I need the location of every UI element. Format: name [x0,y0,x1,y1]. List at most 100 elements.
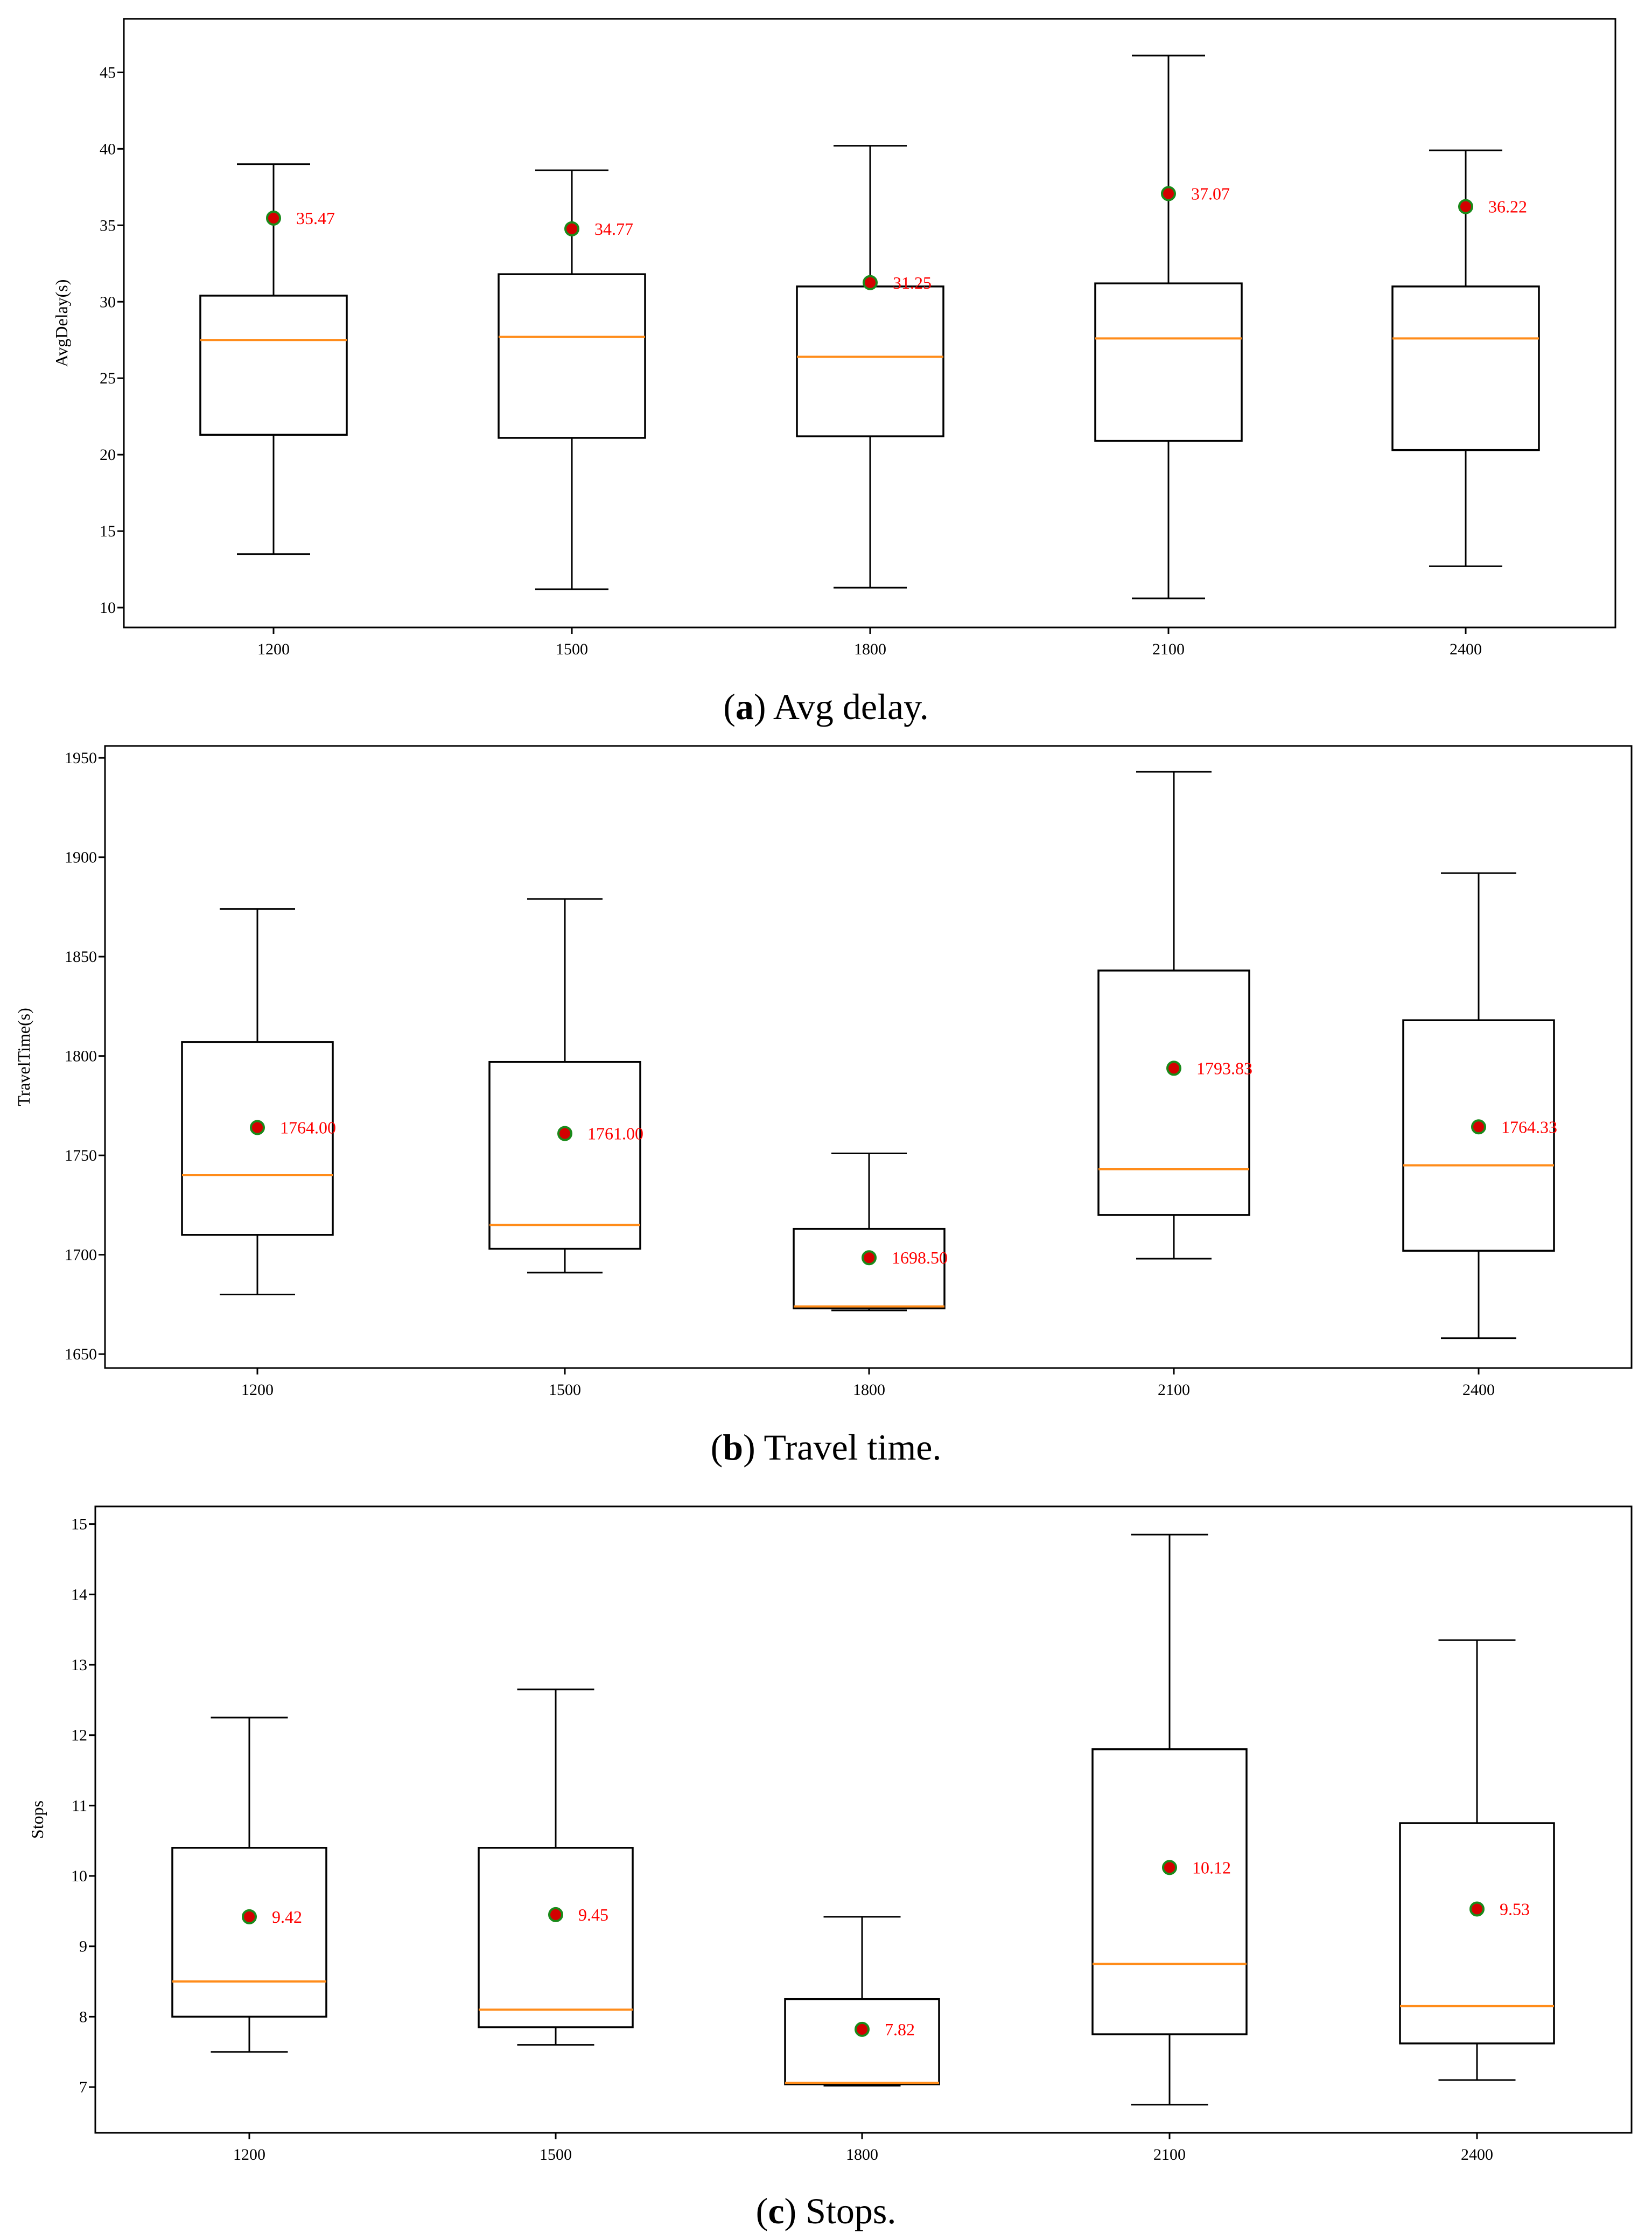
caption-open-paren: ( [711,1427,723,1468]
y-tick-label: 7 [79,2078,87,2096]
y-tick-label: 30 [100,293,116,311]
mean-marker [266,210,281,226]
y-tick-label: 1700 [65,1246,97,1264]
x-tick-label: 2100 [1152,640,1185,658]
iqr-box [1091,1748,1248,2035]
iqr-box [171,1847,327,2018]
caption-text: Travel time. [764,1427,942,1468]
mean-label: 7.82 [885,2020,915,2039]
iqr-box [784,1998,940,2085]
y-tick-label: 20 [100,446,116,464]
x-tick-label: 2400 [1461,2146,1493,2164]
mean-marker [1161,186,1176,201]
caption-close-paren: ) [743,1427,764,1468]
box-2400: 36.22 [1391,149,1540,567]
x-tick-label: 1800 [846,2146,878,2164]
y-tick-label: 9 [79,1938,87,1956]
mean-label: 1764.00 [280,1118,336,1137]
box-2400: 9.53 [1399,1639,1555,2081]
box-1200: 9.42 [171,1716,327,2053]
mean-marker [548,1907,563,1922]
mean-label: 34.77 [594,219,633,239]
mean-label: 1698.50 [892,1248,948,1267]
y-axis-label: Stops [27,1801,47,1839]
x-tick-label: 2400 [1462,1381,1495,1399]
caption-letter: c [768,2190,784,2231]
y-tick-label: 1650 [65,1345,97,1363]
mean-marker [564,221,579,236]
x-tick-label: 1200 [257,640,290,658]
iqr-box [1391,285,1540,451]
box-1800: 31.25 [796,145,944,589]
figure-caption: (a) Avg delay. [723,686,928,727]
y-tick-label: 1850 [65,948,97,966]
box-1200: 1764.00 [181,908,336,1295]
box-1800: 7.82 [784,1916,940,2087]
y-tick-label: 8 [79,2008,87,2026]
mean-label: 1764.33 [1501,1117,1557,1136]
y-tick-label: 1900 [65,849,97,867]
y-tick-label: 12 [71,1727,87,1744]
x-tick-label: 2400 [1450,640,1482,658]
mean-label: 1761.00 [587,1124,643,1143]
iqr-box [1097,969,1250,1216]
box-2100: 1793.83 [1097,771,1252,1260]
y-tick-label: 10 [71,1867,87,1885]
iqr-box [793,1227,946,1310]
y-tick-label: 1950 [65,749,97,767]
iqr-box [478,1847,634,2028]
figure-caption: (c) Stops. [756,2190,897,2231]
iqr-box [199,295,348,436]
y-tick-label: 25 [100,369,116,387]
x-tick-label: 2100 [1153,2146,1186,2164]
mean-label: 31.25 [893,273,932,292]
iqr-box [498,273,646,439]
box-1500: 9.45 [478,1688,634,2046]
mean-marker [250,1120,265,1135]
y-tick-label: 1800 [65,1048,97,1065]
mean-label: 10.12 [1192,1858,1231,1877]
y-tick-label: 11 [72,1797,87,1815]
caption-text: Stops. [806,2190,896,2231]
mean-marker [1458,199,1473,214]
y-tick-label: 13 [71,1656,87,1674]
x-tick-label: 1500 [549,1381,581,1399]
chart-panel-c: 7 8 9 10 11 12 13 14 15 Stops 1200 1500 1800 2100 2400… [27,1505,1633,2231]
y-axis-label: AvgDelay(s) [52,280,71,367]
box-1200: 35.47 [199,163,348,555]
x-tick-label: 1200 [241,1381,274,1399]
mean-marker [1469,1901,1485,1917]
y-tick-label: 10 [100,599,116,617]
y-axis-label: TravelTime(s) [14,1008,33,1106]
y-tick-label: 15 [71,1516,87,1533]
box-1500: 1761.00 [488,898,643,1274]
x-tick-label: 1500 [540,2146,572,2164]
mean-marker [557,1126,572,1141]
figure-caption: (b) Travel time. [711,1427,942,1468]
mean-marker [242,1909,257,1924]
mean-label: 35.47 [296,208,335,228]
plot-frame [94,1505,1633,2134]
chart-panel-a: 10 15 20 25 30 35 40 45 AvgDelay(s) 1200 1500 1800 2… [52,18,1616,727]
mean-marker [1166,1060,1181,1076]
y-tick-label: 1750 [65,1147,97,1164]
y-tick-label: 35 [100,217,116,234]
iqr-box [488,1060,641,1250]
caption-letter: b [723,1427,743,1468]
caption-close-paren: ) [785,2190,806,2231]
iqr-box [796,285,944,437]
y-tick-label: 40 [100,140,116,158]
caption-letter: a [736,686,754,727]
caption-open-paren: ( [723,686,736,727]
box-2100: 10.12 [1091,1533,1248,2106]
mean-marker [1162,1860,1177,1875]
y-tick-label: 45 [100,64,116,81]
iqr-box [1399,1822,1555,2044]
iqr-box [181,1041,334,1236]
x-tick-label: 1500 [556,640,588,658]
mean-label: 9.42 [272,1907,302,1927]
caption-text: Avg delay. [773,686,929,727]
mean-marker [1471,1119,1486,1135]
iqr-box [1094,282,1243,442]
